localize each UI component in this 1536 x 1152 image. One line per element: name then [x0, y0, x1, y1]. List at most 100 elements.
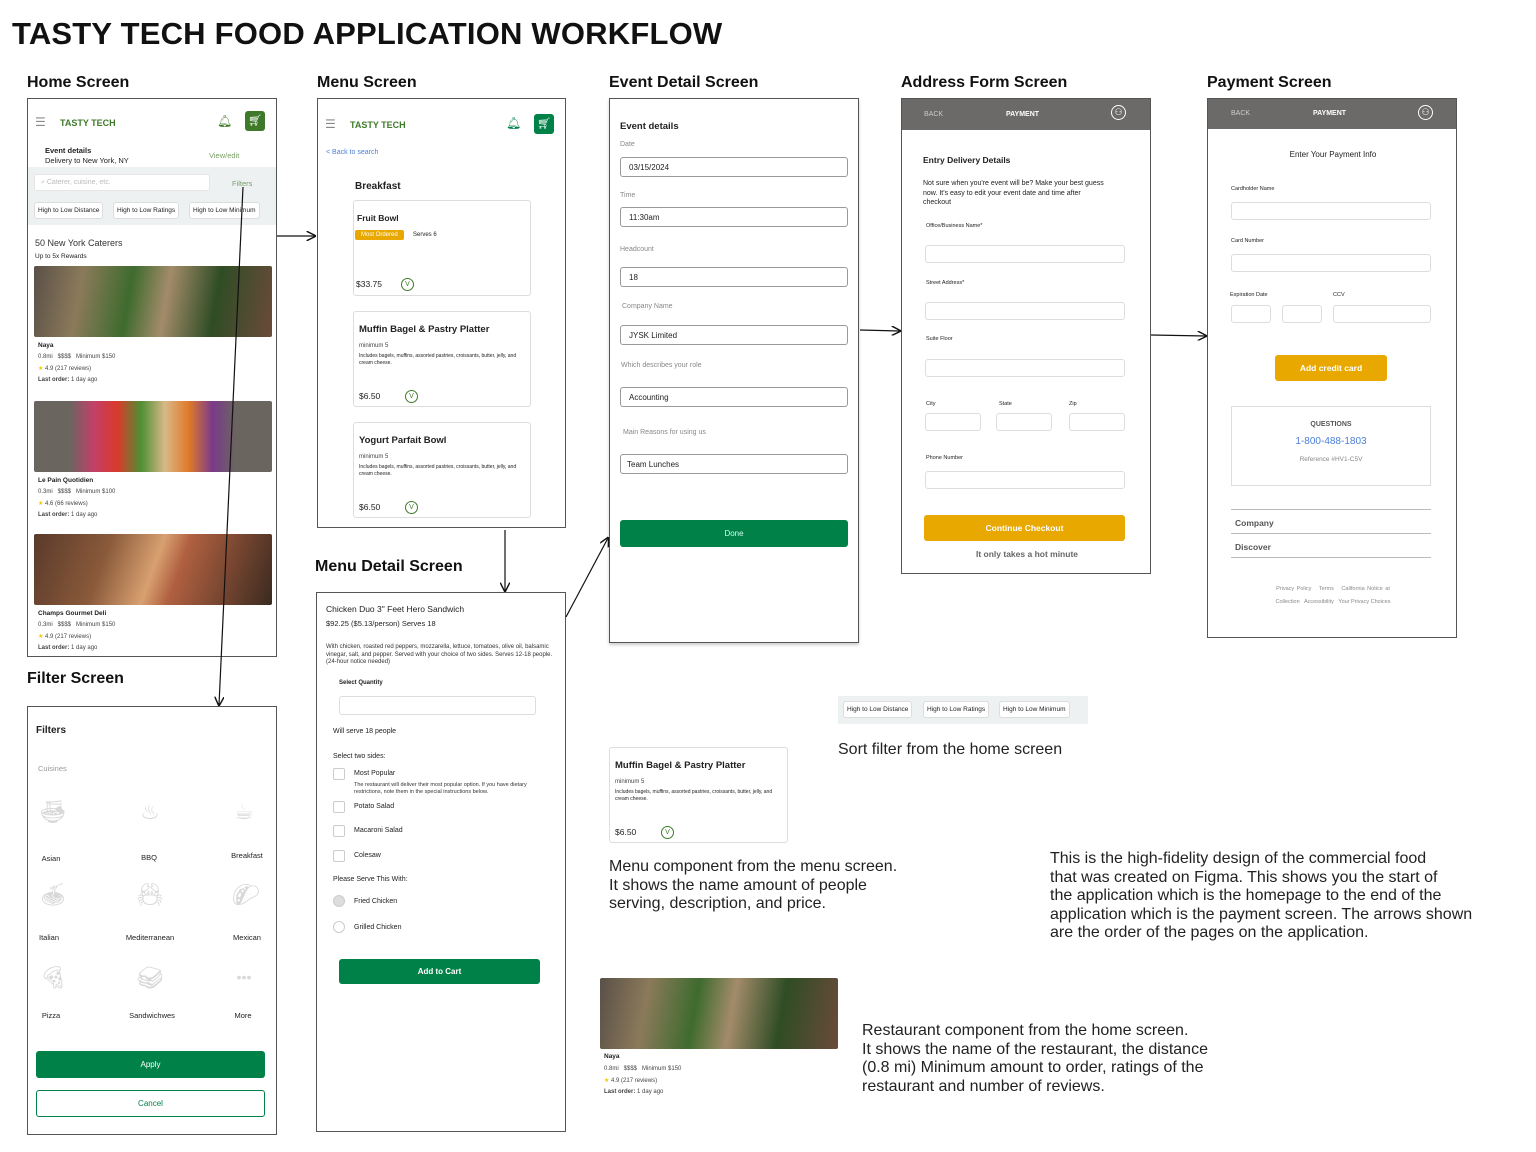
- add-to-cart-button[interactable]: Add to Cart: [339, 959, 540, 984]
- restaurant-photo[interactable]: [34, 534, 272, 605]
- phone-input[interactable]: [925, 471, 1125, 489]
- cardholder-input[interactable]: [1231, 202, 1431, 220]
- street-input[interactable]: [925, 302, 1125, 320]
- star-icon: ★: [604, 1078, 612, 1084]
- card-number-input[interactable]: [1231, 254, 1431, 272]
- back-button[interactable]: BACK: [1231, 110, 1251, 117]
- serve-radio[interactable]: [333, 895, 345, 907]
- menu-item-card[interactable]: Yogurt Parfait Bowl minimum 5 Includes b…: [353, 422, 531, 518]
- side-checkbox[interactable]: [333, 801, 345, 813]
- side-checkbox[interactable]: [333, 850, 345, 862]
- footer-company[interactable]: Company: [1235, 518, 1274, 528]
- privacy-choices-link[interactable]: Your Privacy Choices: [1338, 599, 1391, 605]
- back-button[interactable]: BACK: [924, 111, 944, 118]
- cuisine-mediterranean[interactable]: Mediterranean: [125, 933, 175, 942]
- privacy-policy-link[interactable]: Privacy Policy: [1276, 586, 1312, 592]
- role-input[interactable]: Accounting: [620, 387, 848, 407]
- accessibility-link[interactable]: Accessibility: [1303, 599, 1334, 605]
- cuisine-mexican[interactable]: Mexican: [233, 933, 261, 942]
- restaurant-name: Naya: [604, 1053, 620, 1060]
- support-phone-link[interactable]: 1-800-488-1803: [1295, 436, 1367, 447]
- menu-icon[interactable]: ☰: [325, 117, 336, 131]
- cuisine-bbq[interactable]: BBQ: [141, 853, 157, 862]
- search-input[interactable]: ⌕ Caterer, cuisine, etc.: [34, 174, 210, 191]
- cuisine-sandwiches[interactable]: Sandwichwes: [129, 1011, 175, 1020]
- user-profile-icon[interactable]: ⚇: [1111, 105, 1126, 120]
- restaurant-photo[interactable]: [34, 266, 272, 337]
- cuisine-pizza[interactable]: Pizza: [41, 1011, 61, 1020]
- company-input[interactable]: JYSK Limited: [620, 325, 848, 345]
- bell-icon[interactable]: 🔔︎: [217, 114, 233, 128]
- vegetarian-icon: V: [405, 390, 418, 403]
- add-credit-card-button[interactable]: Add credit card: [1275, 355, 1387, 381]
- item-description: With chicken, roasted red peppers, mozza…: [326, 644, 553, 665]
- cancel-button[interactable]: Cancel: [36, 1090, 265, 1117]
- exp-year-input[interactable]: [1282, 305, 1322, 323]
- state-input[interactable]: [996, 413, 1052, 431]
- suite-input[interactable]: [925, 359, 1125, 377]
- california-notice-link[interactable]: California Notice at: [1341, 586, 1390, 592]
- quantity-input[interactable]: [339, 696, 536, 715]
- page-title: TASTY TECH FOOD APPLICATION WORKFLOW: [12, 16, 723, 51]
- terms-link[interactable]: Terms: [1318, 586, 1334, 592]
- menu-item-card[interactable]: Fruit Bowl Most Ordered Serves 6 $33.75 …: [353, 200, 531, 296]
- time-input[interactable]: 11:30am: [620, 207, 848, 227]
- noodle-bowl-icon[interactable]: 🍜︎: [39, 799, 67, 824]
- serve-radio[interactable]: [333, 921, 345, 933]
- menu-item-card[interactable]: Muffin Bagel & Pastry Platter minimum 5 …: [353, 311, 531, 407]
- filter-screen-label: Filter Screen: [27, 670, 124, 687]
- city-input[interactable]: [925, 413, 981, 431]
- sort-chip[interactable]: High to Low Ratings: [923, 701, 990, 718]
- filters-link[interactable]: Filters: [232, 179, 253, 188]
- cuisine-italian[interactable]: Italian: [38, 933, 59, 942]
- sort-chip[interactable]: High to Low Minimum: [189, 202, 260, 219]
- last-order: 1 day ago: [71, 645, 98, 651]
- sandwich-icon[interactable]: 🥪︎: [136, 965, 164, 990]
- continue-checkout-button[interactable]: Continue Checkout: [924, 515, 1125, 541]
- headcount-input[interactable]: 18: [620, 267, 848, 287]
- date-input[interactable]: 03/15/2024: [620, 157, 848, 177]
- restaurant-name[interactable]: Naya: [38, 342, 54, 349]
- restaurant-name[interactable]: Champs Gourmet Deli: [38, 610, 107, 617]
- zip-input[interactable]: [1069, 413, 1125, 431]
- business-name-input[interactable]: [925, 245, 1125, 263]
- role-label: Which describes your role: [621, 362, 702, 369]
- footer-discover[interactable]: Discover: [1235, 542, 1271, 552]
- sort-chip[interactable]: High to Low Distance: [843, 701, 913, 718]
- address-screen-label: Address Form Screen: [901, 74, 1068, 91]
- bell-icon[interactable]: 🔔︎: [506, 116, 522, 130]
- side-checkbox[interactable]: [333, 825, 345, 837]
- cuisine-breakfast[interactable]: Breakfast: [231, 851, 263, 860]
- headcount-label: Headcount: [620, 246, 654, 253]
- reasons-input[interactable]: Team Lunches: [620, 454, 848, 474]
- collection-link[interactable]: Collection: [1275, 599, 1300, 605]
- restaurant-photo[interactable]: [34, 401, 272, 472]
- crab-icon[interactable]: 🦀︎: [136, 882, 164, 907]
- sort-chip[interactable]: High to Low Ratings: [113, 202, 180, 219]
- sort-chip[interactable]: High to Low Minimum: [999, 701, 1070, 718]
- pizza-icon[interactable]: 🍕︎: [39, 965, 67, 990]
- menu-icon[interactable]: ☰: [35, 115, 46, 129]
- coffee-cup-icon[interactable]: ☕︎: [234, 799, 254, 824]
- restaurant-name[interactable]: Le Pain Quotidien: [38, 477, 94, 484]
- cuisine-asian[interactable]: Asian: [41, 854, 61, 863]
- cart-icon[interactable]: 🛒︎: [534, 114, 554, 134]
- view-edit-link[interactable]: View/edit: [209, 151, 240, 160]
- grill-icon[interactable]: ♨: [140, 799, 160, 824]
- restaurant-meta: 0.8mi $$$$ Minimum $150: [604, 1066, 682, 1072]
- restaurant-rating: 4.9 (217 reviews): [45, 634, 92, 640]
- done-button[interactable]: Done: [620, 520, 848, 547]
- cart-icon[interactable]: 🛒︎: [245, 111, 265, 131]
- pasta-icon[interactable]: 🍝︎: [39, 882, 67, 907]
- event-details-sub: Delivery to New York, NY: [45, 156, 129, 165]
- user-profile-icon[interactable]: ⚇: [1418, 105, 1433, 120]
- back-to-search-link[interactable]: < Back to search: [326, 149, 379, 156]
- exp-month-input[interactable]: [1231, 305, 1271, 323]
- ccv-input[interactable]: [1333, 305, 1431, 323]
- side-checkbox[interactable]: [333, 768, 345, 780]
- apply-button[interactable]: Apply: [36, 1051, 265, 1078]
- taco-icon[interactable]: 🌮︎: [232, 882, 260, 907]
- more-dots-icon[interactable]: •••: [236, 969, 252, 985]
- sort-chip[interactable]: High to Low Distance: [34, 202, 104, 219]
- cuisine-more[interactable]: More: [234, 1011, 252, 1020]
